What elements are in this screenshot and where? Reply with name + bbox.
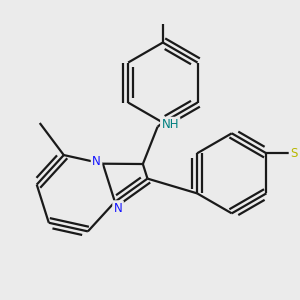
Text: S: S xyxy=(290,147,298,160)
Text: N: N xyxy=(114,202,122,215)
Text: N: N xyxy=(92,155,101,168)
Text: NH: NH xyxy=(161,118,179,131)
